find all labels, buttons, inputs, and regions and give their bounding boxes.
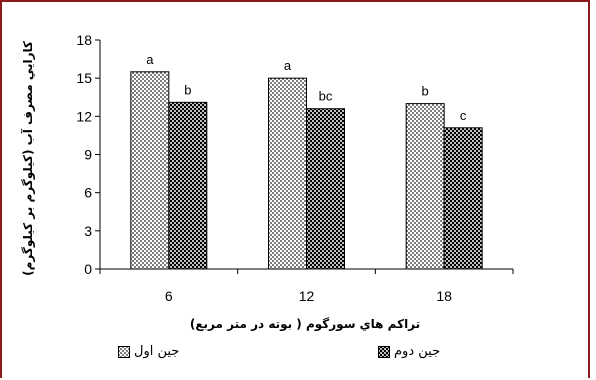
legend-item-series-2: جين دوم — [378, 344, 440, 359]
y-tick-label: 3 — [84, 223, 92, 239]
bar-2-18 — [443, 127, 483, 270]
data-label: c — [460, 108, 467, 123]
data-label: b — [184, 82, 191, 97]
data-label: b — [422, 84, 429, 99]
x-tick-label: 12 — [299, 288, 315, 304]
y-tick-label: 12 — [76, 108, 92, 124]
bar-1-12 — [268, 77, 307, 270]
bar-2-6 — [168, 101, 208, 270]
data-label: a — [284, 58, 292, 73]
chart-frame-top — [0, 0, 590, 2]
legend-swatch-series-2 — [378, 345, 390, 358]
x-axis-label: تراكم هاي سورگوم ( بوته در متر مربع) — [189, 317, 421, 331]
y-tick-label: 18 — [76, 32, 92, 48]
bar-2-12 — [306, 108, 345, 270]
data-label: a — [146, 52, 154, 67]
bar-1-6 — [130, 71, 170, 270]
y-tick-label: 15 — [76, 70, 92, 86]
y-tick-label: 9 — [84, 147, 92, 163]
x-tick-label: 6 — [165, 288, 173, 304]
data-label: bc — [319, 89, 333, 104]
y-axis-label: كارايي مصرف آب (كيلوگرم بر كيلوگرم) — [21, 41, 35, 276]
legend-label-series-2: جين دوم — [394, 344, 441, 359]
x-tick-label: 18 — [436, 288, 452, 304]
legend-swatch-series-1 — [118, 345, 130, 358]
y-tick-label: 6 — [84, 185, 92, 201]
legend-label-series-1: جين اول — [134, 344, 180, 359]
y-tick-label: 0 — [84, 261, 92, 277]
legend-item-series-1: جين اول — [118, 344, 179, 359]
bar-1-18 — [405, 103, 445, 270]
